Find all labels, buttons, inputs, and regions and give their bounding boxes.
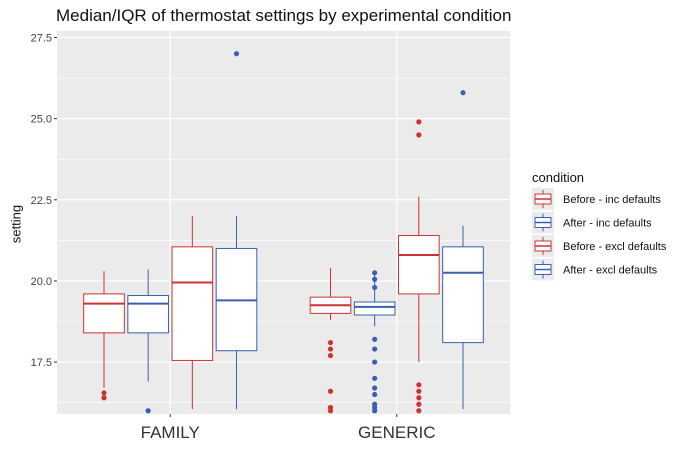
plot-panel (57, 31, 510, 414)
outlier-point (372, 346, 378, 352)
y-tick-label: 20.0 (31, 276, 52, 288)
legend-label: Before - excl defaults (563, 241, 667, 253)
x-tick-label: GENERIC (358, 423, 435, 442)
outlier-point (101, 390, 107, 396)
outlier-point (372, 270, 378, 276)
outlier-point (460, 90, 466, 96)
outlier-point (416, 382, 422, 388)
outlier-point (372, 401, 378, 407)
legend-item: After - excl defaults (532, 258, 658, 281)
chart-title: Median/IQR of thermostat settings by exp… (56, 6, 512, 25)
box-iqr (353, 301, 396, 316)
outlier-point (327, 388, 334, 394)
y-tick-label: 22.5 (31, 195, 52, 207)
y-tick-label: 17.5 (31, 357, 52, 369)
legend-item: Before - excl defaults (532, 235, 667, 257)
outlier-point (327, 346, 334, 352)
box-family-3 (215, 51, 258, 410)
box-generic-0 (309, 267, 352, 414)
legend-label: Before - inc defaults (563, 194, 661, 206)
outlier-point (233, 51, 240, 57)
outlier-point (327, 352, 334, 359)
y-tick-label: 27.5 (31, 32, 52, 44)
legend-title: condition (532, 170, 584, 185)
outlier-point (372, 276, 378, 282)
outlier-point (416, 401, 422, 407)
y-tick-label: 25.0 (31, 114, 52, 126)
outlier-point (372, 385, 378, 391)
x-tick-label: FAMILY (141, 423, 200, 442)
outlier-point (145, 408, 151, 414)
outlier-point (416, 388, 422, 394)
box-iqr (83, 293, 125, 334)
box-family-0 (83, 271, 125, 401)
box-iqr (171, 246, 214, 361)
outlier-point (372, 375, 378, 381)
box-iqr (442, 246, 484, 344)
box-generic-1 (353, 270, 396, 414)
box-iqr (127, 295, 169, 334)
outlier-point (416, 119, 422, 125)
legend-label: After - excl defaults (563, 265, 658, 277)
outlier-point (372, 359, 378, 365)
outlier-point (416, 132, 422, 138)
legend-item: Before - inc defaults (532, 188, 661, 210)
legend: condition Before - inc defaults After - i… (532, 170, 667, 281)
outlier-point (416, 408, 422, 414)
legend-label: After - inc defaults (563, 218, 652, 230)
outlier-point (372, 336, 378, 342)
box-generic-3 (442, 90, 484, 410)
boxes (83, 51, 484, 414)
outlier-point (416, 395, 422, 401)
outlier-point (372, 391, 378, 398)
box-iqr (398, 234, 440, 295)
x-axis: FAMILY GENERIC (141, 414, 435, 442)
box-generic-2 (398, 119, 440, 414)
outlier-point (372, 284, 378, 291)
outlier-point (327, 339, 334, 346)
box-family-2 (171, 216, 214, 410)
y-axis: 17.5 20.0 22.5 25.0 27.5 (31, 32, 57, 369)
outlier-point (327, 404, 334, 411)
outlier-point (101, 395, 107, 401)
legend-item: After - inc defaults (532, 211, 652, 234)
box-family-1 (127, 269, 169, 414)
